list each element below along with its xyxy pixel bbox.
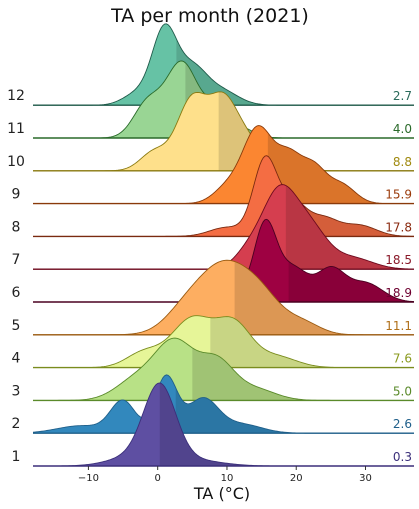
ridge-month-12: 12 2.7 — [7, 23, 414, 106]
x-tick-label: 30 — [359, 473, 372, 484]
density-area — [33, 260, 414, 335]
x-tick-label: −10 — [78, 473, 99, 484]
density-area — [33, 184, 414, 270]
month-label: 12 — [7, 88, 25, 104]
mean-value-label: 17.8 — [385, 220, 412, 234]
month-label: 6 — [12, 285, 21, 301]
month-label: 7 — [12, 252, 21, 268]
density-area — [33, 125, 414, 204]
month-label: 1 — [12, 449, 21, 465]
mean-value-label: 8.8 — [393, 155, 412, 169]
density-area — [33, 91, 414, 171]
density-area — [33, 155, 414, 237]
mean-value-label: 7.6 — [393, 352, 412, 366]
density-area — [33, 23, 414, 106]
month-label: 2 — [12, 416, 21, 432]
above-mean-shade — [234, 261, 414, 335]
x-axis-label: TA (°C) — [193, 484, 250, 503]
x-tick-label: 10 — [221, 473, 234, 484]
mean-value-label: 2.7 — [393, 89, 412, 103]
density-area — [33, 338, 414, 401]
ridge-month-2: 2 2.6 — [12, 374, 414, 434]
above-mean-shade — [175, 387, 414, 434]
month-label: 8 — [12, 219, 21, 235]
density-area — [33, 374, 414, 434]
mean-value-label: 18.9 — [385, 286, 412, 300]
month-label: 5 — [12, 318, 21, 334]
mean-value-label: 18.5 — [385, 253, 412, 267]
month-label: 10 — [7, 154, 25, 170]
mean-value-label: 5.0 — [393, 384, 412, 398]
above-mean-shade — [210, 316, 414, 368]
above-mean-shade — [192, 347, 414, 401]
density-area — [33, 315, 414, 368]
above-mean-shade — [267, 132, 414, 204]
ridge-month-9: 9 15.9 — [12, 125, 414, 205]
ridges: 12 2.711 4.010 8.89 15.98 17.87 18.56 18.95 11.1… — [7, 23, 415, 467]
month-label: 9 — [12, 187, 21, 203]
ridge-month-3: 3 5.0 — [12, 337, 414, 402]
x-axis: −10 0 10 20 30 — [78, 466, 372, 484]
above-mean-shade — [159, 383, 414, 466]
ridge-month-10: 10 8.8 — [7, 91, 414, 172]
x-tick-label: 0 — [155, 473, 161, 484]
month-label: 3 — [12, 383, 21, 399]
density-area — [33, 219, 414, 302]
chart-title: TA per month (2021) — [110, 5, 309, 27]
mean-value-label: 4.0 — [393, 122, 412, 136]
x-tick-label: 20 — [290, 473, 303, 484]
month-label: 11 — [7, 121, 25, 137]
mean-value-label: 15.9 — [385, 188, 412, 202]
mean-value-label: 2.6 — [393, 417, 412, 431]
mean-value-label: 11.1 — [385, 319, 412, 333]
ridge-month-1: 1 0.3 — [12, 382, 414, 467]
month-label: 4 — [12, 351, 21, 367]
above-mean-shade — [285, 185, 414, 270]
mean-value-label: 0.3 — [393, 450, 412, 464]
